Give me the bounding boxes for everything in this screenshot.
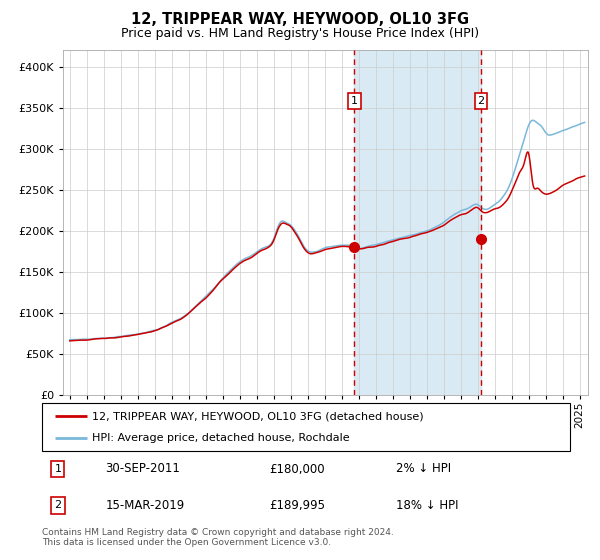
Text: 15-MAR-2019: 15-MAR-2019 [106,499,185,512]
Text: 2: 2 [478,96,485,106]
Text: £180,000: £180,000 [269,463,325,475]
Text: 30-SEP-2011: 30-SEP-2011 [106,463,180,475]
Text: 1: 1 [55,464,61,474]
Text: 2% ↓ HPI: 2% ↓ HPI [396,463,451,475]
Text: 1: 1 [351,96,358,106]
Text: 18% ↓ HPI: 18% ↓ HPI [396,499,458,512]
Text: HPI: Average price, detached house, Rochdale: HPI: Average price, detached house, Roch… [92,433,350,443]
Text: Price paid vs. HM Land Registry's House Price Index (HPI): Price paid vs. HM Land Registry's House … [121,27,479,40]
Text: 12, TRIPPEAR WAY, HEYWOOD, OL10 3FG: 12, TRIPPEAR WAY, HEYWOOD, OL10 3FG [131,12,469,27]
Text: £189,995: £189,995 [269,499,325,512]
Bar [355,50,481,395]
Text: 12, TRIPPEAR WAY, HEYWOOD, OL10 3FG (detached house): 12, TRIPPEAR WAY, HEYWOOD, OL10 3FG (det… [92,411,424,421]
Text: Contains HM Land Registry data © Crown copyright and database right 2024.
This d: Contains HM Land Registry data © Crown c… [42,528,394,547]
Text: 2: 2 [54,501,61,510]
